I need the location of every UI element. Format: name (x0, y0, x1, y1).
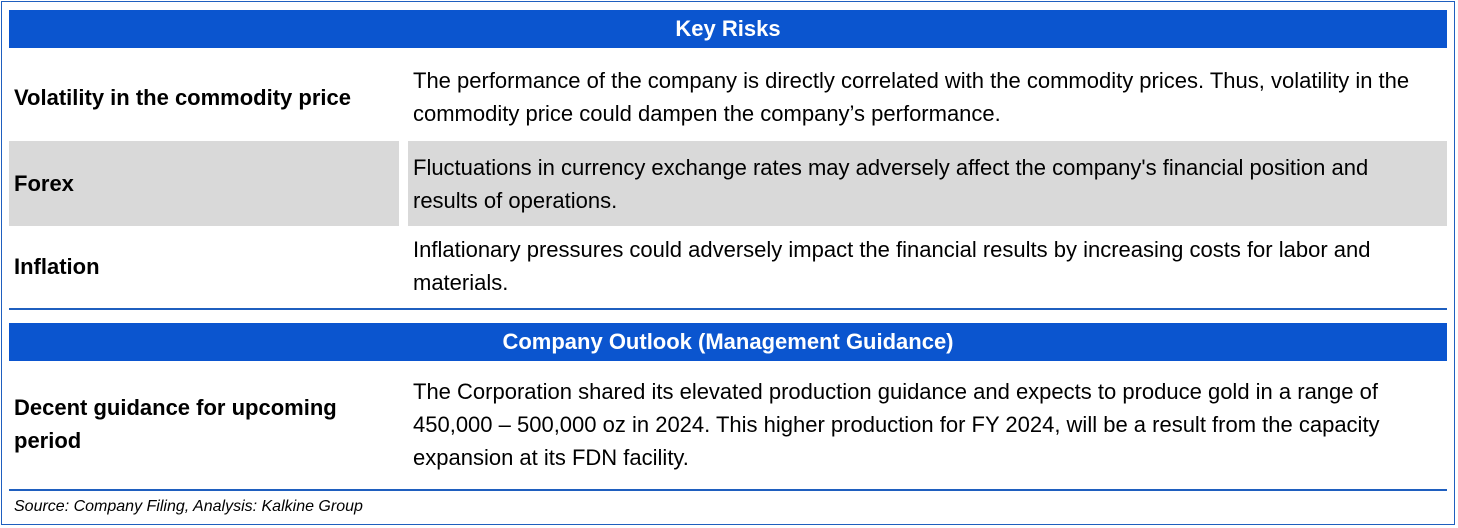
section-divider (9, 308, 1447, 310)
risk-description: Fluctuations in currency exchange rates … (408, 141, 1447, 226)
key-risks-header: Key Risks (9, 10, 1447, 48)
source-note: Source: Company Filing, Analysis: Kalkin… (14, 498, 363, 515)
risk-label: Inflation (14, 253, 100, 279)
risk-row-commodity: Volatility in the commodity price The pe… (9, 58, 1447, 136)
footer-divider (9, 489, 1447, 491)
risk-row-forex: Forex Fluctuations in currency exchange … (9, 141, 1447, 226)
outlook-description: The Corporation shared its elevated prod… (413, 378, 1380, 470)
risk-row-inflation: Inflation Inflationary pressures could a… (9, 227, 1447, 305)
risk-description: The performance of the company is direct… (413, 68, 1410, 126)
outlook-label: Decent guidance for upcoming period (14, 395, 337, 453)
risk-label: Forex (9, 141, 399, 226)
risk-label: Volatility in the commodity price (14, 84, 351, 110)
risk-description: Inflationary pressures could adversely i… (413, 237, 1371, 295)
outlook-row-guidance: Decent guidance for upcoming period The … (9, 369, 1447, 479)
outlook-header: Company Outlook (Management Guidance) (9, 323, 1447, 361)
